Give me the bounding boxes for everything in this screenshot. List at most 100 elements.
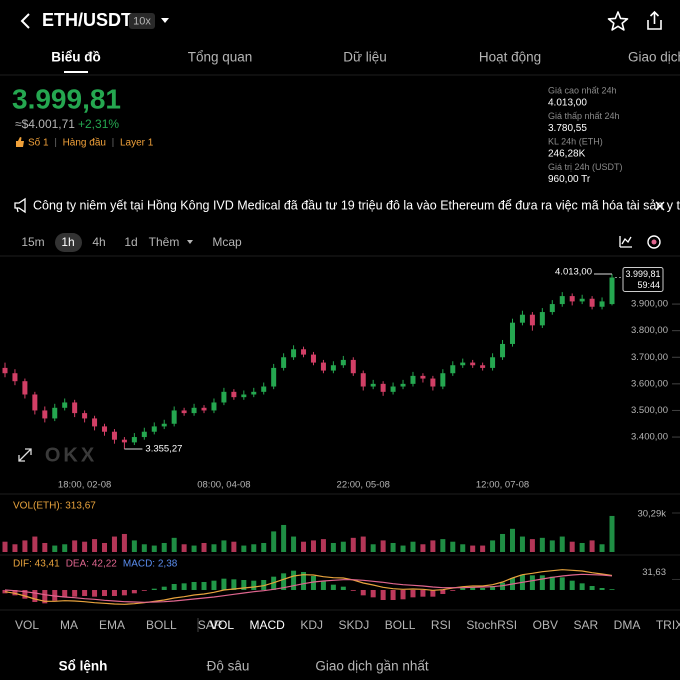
- macd-bar: [490, 586, 496, 590]
- bottom-tab[interactable]: Độ sâu: [207, 659, 250, 674]
- macd-bar: [82, 590, 88, 596]
- macd-bar: [221, 578, 227, 590]
- sub-indicator[interactable]: TRIX: [656, 618, 680, 632]
- volume-bar: [22, 540, 28, 552]
- y-tick-label: 3.700,00: [631, 352, 668, 363]
- stat-value: 3.780,55: [548, 123, 587, 134]
- tab[interactable]: Dữ liệu: [343, 50, 387, 65]
- candle-body: [221, 391, 227, 403]
- volume-bar: [131, 540, 137, 552]
- volume-bar: [569, 541, 575, 552]
- sub-indicator[interactable]: VOL: [210, 618, 234, 632]
- sub-indicator[interactable]: StochRSI: [466, 618, 517, 632]
- sub-indicator[interactable]: RSI: [431, 618, 451, 632]
- stat-label: Giá thấp nhất 24h: [548, 111, 620, 121]
- macd-bar: [181, 583, 187, 590]
- candle-body: [301, 349, 307, 355]
- main-indicator[interactable]: MA: [60, 618, 78, 632]
- candle-body: [151, 426, 157, 432]
- macd-bar: [92, 590, 98, 597]
- tag-row: Số 1 Hàng đầu Layer 1: [28, 137, 154, 149]
- tab[interactable]: Giao dịch: [628, 50, 680, 65]
- main-indicator[interactable]: SAR: [198, 618, 223, 632]
- volume-bar: [111, 536, 117, 552]
- news-close[interactable]: [655, 201, 665, 211]
- tab[interactable]: Tổng quan: [188, 50, 253, 65]
- news-text[interactable]: Công ty niêm yết tại Hồng Kông IVD Medic…: [33, 198, 680, 212]
- share-button[interactable]: [647, 10, 662, 30]
- candle-body: [161, 423, 167, 427]
- macd-bar: [111, 590, 117, 596]
- volume-bar: [529, 539, 535, 552]
- volume-bar: [261, 542, 267, 552]
- timeframe[interactable]: 4h: [92, 235, 105, 249]
- sub-indicator[interactable]: SAR: [573, 618, 598, 632]
- volume-bar: [609, 515, 615, 552]
- volume-bar: [32, 536, 38, 552]
- price-tag-value: 3.999,81: [625, 269, 660, 279]
- volume-bar: [350, 537, 356, 552]
- candle-body: [251, 391, 257, 395]
- macd-bar: [12, 590, 18, 596]
- macd-bar: [450, 590, 456, 591]
- more-dropdown[interactable]: [187, 240, 193, 244]
- volume-label: VOL(ETH): 313,67: [13, 501, 96, 512]
- candle-body: [291, 349, 297, 358]
- timeframe[interactable]: Mcap: [212, 235, 242, 249]
- macd-bar: [52, 590, 58, 601]
- volume-bar: [281, 524, 287, 552]
- bottom-tab[interactable]: Sổ lệnh: [59, 659, 108, 674]
- candle-body: [2, 367, 8, 374]
- volume-bar: [251, 544, 257, 552]
- volume-bar: [579, 542, 585, 552]
- pair-dropdown[interactable]: [161, 18, 169, 23]
- macd-bar: [141, 590, 147, 591]
- candle-body: [340, 359, 346, 366]
- sub-indicator[interactable]: OBV: [533, 618, 558, 632]
- macd-bar: [320, 581, 326, 590]
- candle-body: [509, 322, 515, 344]
- bottom-tab[interactable]: Giao dịch gần nhất: [315, 659, 429, 674]
- indicator-settings[interactable]: [619, 236, 632, 248]
- macd-bar: [32, 590, 38, 602]
- macd-bar: [370, 590, 376, 598]
- volume-bar: [500, 533, 506, 552]
- main-indicator[interactable]: EMA: [99, 618, 125, 632]
- favorite-button[interactable]: [607, 11, 629, 31]
- volume-bar: [430, 540, 436, 552]
- volume-bar: [450, 541, 456, 552]
- macd-bar: [131, 590, 137, 594]
- macd-bar: [529, 575, 535, 590]
- volume-bar: [410, 541, 416, 552]
- volume-bar: [151, 545, 157, 552]
- timeframe[interactable]: 1d: [124, 235, 137, 249]
- volume-bar: [380, 540, 386, 552]
- leverage-badge[interactable]: [129, 13, 155, 29]
- macd-bar: [2, 590, 8, 594]
- stat-label: KL 24h (ETH): [548, 136, 603, 146]
- macd-bar: [310, 576, 316, 590]
- candle-body: [42, 410, 48, 419]
- chart-settings[interactable]: [647, 235, 661, 249]
- main-indicator[interactable]: BOLL: [146, 618, 177, 632]
- sub-indicator[interactable]: KDJ: [300, 618, 323, 632]
- timeframe[interactable]: 1h: [61, 235, 74, 249]
- tab[interactable]: Hoạt động: [479, 50, 541, 65]
- sub-indicator[interactable]: DMA: [614, 618, 641, 632]
- stat-value: 246,28K: [548, 149, 586, 160]
- sub-indicator[interactable]: BOLL: [385, 618, 416, 632]
- volume-bar: [549, 540, 555, 552]
- tab[interactable]: Biểu đồ: [51, 50, 101, 65]
- sub-indicator[interactable]: SKDJ: [339, 618, 370, 632]
- candle-body: [529, 314, 535, 326]
- macd-bar: [281, 573, 287, 590]
- main-indicator[interactable]: VOL: [15, 618, 39, 632]
- macd-bar: [340, 586, 346, 590]
- fullscreen-button[interactable]: [18, 448, 32, 462]
- timeframe[interactable]: 15m: [21, 235, 44, 249]
- candle-body: [121, 439, 127, 443]
- candle-body: [181, 410, 187, 414]
- sub-indicator[interactable]: MACD: [250, 618, 286, 632]
- back-button[interactable]: [20, 13, 30, 29]
- timeframe[interactable]: Thêm: [149, 235, 180, 249]
